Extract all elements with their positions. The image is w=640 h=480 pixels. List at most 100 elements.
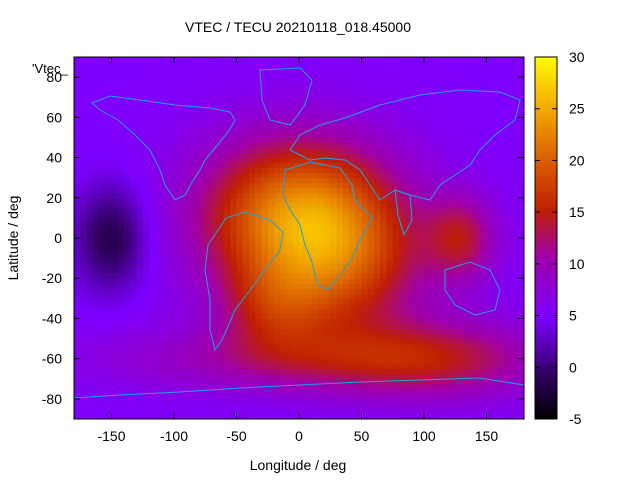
heatmap-cell: [105, 368, 113, 375]
heatmap-cell: [280, 222, 288, 229]
heatmap-cell: [342, 268, 350, 274]
heatmap-cell: [305, 222, 313, 229]
heatmap-cell: [474, 167, 481, 174]
heatmap-cell: [417, 117, 425, 123]
heatmap-cell: [280, 353, 288, 360]
heatmap-cell: [330, 313, 338, 320]
heatmap-cell: [336, 243, 344, 249]
heatmap-cell: [205, 207, 213, 214]
heatmap-cell: [80, 87, 88, 93]
heatmap-cell: [461, 137, 469, 144]
heatmap-cell: [349, 368, 356, 375]
heatmap-cell: [142, 383, 150, 390]
heatmap-cell: [336, 373, 344, 380]
heatmap-cell: [286, 288, 294, 294]
heatmap-cell: [480, 82, 488, 88]
heatmap-cell: [211, 142, 219, 149]
heatmap-cell: [461, 353, 469, 360]
heatmap-cell: [417, 358, 425, 365]
heatmap-cell: [242, 67, 250, 73]
heatmap-cell: [317, 167, 325, 174]
heatmap-cell: [224, 363, 231, 370]
heatmap-cell: [499, 107, 506, 113]
heatmap-cell: [349, 393, 356, 400]
heatmap-cell: [130, 162, 138, 169]
heatmap-cell: [474, 253, 481, 259]
heatmap-cell: [211, 328, 219, 335]
heatmap-cell: [374, 298, 381, 304]
heatmap-cell: [130, 147, 138, 154]
heatmap-cell: [386, 187, 394, 194]
heatmap-cell: [361, 142, 369, 149]
heatmap-cell: [199, 278, 206, 284]
heatmap-cell: [211, 67, 219, 73]
heatmap-cell: [111, 408, 119, 415]
heatmap-cell: [336, 127, 344, 134]
heatmap-cell: [211, 313, 219, 320]
heatmap-cell: [336, 217, 344, 224]
heatmap-cell: [149, 288, 156, 294]
heatmap-cell: [436, 117, 444, 123]
heatmap-cell: [411, 177, 419, 184]
heatmap-cell: [224, 288, 231, 294]
heatmap-cell: [105, 253, 113, 259]
heatmap-cell: [99, 227, 106, 234]
heatmap-cell: [474, 393, 481, 400]
heatmap-cell: [124, 248, 131, 254]
heatmap-cell: [461, 117, 469, 123]
heatmap-cell: [417, 303, 425, 309]
heatmap-cell: [136, 167, 144, 174]
heatmap-cell: [405, 187, 413, 194]
heatmap-cell: [324, 338, 331, 345]
heatmap-cell: [386, 117, 394, 123]
heatmap-cell: [467, 187, 475, 194]
heatmap-cell: [280, 268, 288, 274]
heatmap-cell: [124, 107, 131, 113]
heatmap-cell: [105, 142, 113, 149]
heatmap-cell: [367, 328, 375, 335]
heatmap-cell: [255, 142, 263, 149]
heatmap-cell: [467, 57, 475, 63]
heatmap-cell: [261, 202, 269, 209]
heatmap-cell: [499, 77, 506, 83]
heatmap-cell: [136, 112, 144, 118]
heatmap-cell: [305, 82, 313, 88]
heatmap-cell: [286, 313, 294, 320]
heatmap-cell: [242, 348, 250, 355]
heatmap-cell: [305, 273, 313, 279]
heatmap-cell: [361, 383, 369, 390]
heatmap-cell: [480, 172, 488, 179]
heatmap-cell: [386, 253, 394, 259]
heatmap-cell: [392, 92, 400, 98]
heatmap-cell: [455, 403, 463, 410]
heatmap-cell: [342, 122, 350, 128]
heatmap-cell: [230, 207, 238, 214]
heatmap-cell: [449, 197, 456, 204]
heatmap-cell: [192, 248, 200, 254]
heatmap-cell: [217, 378, 225, 385]
heatmap-cell: [217, 328, 225, 335]
heatmap-cell: [236, 258, 244, 264]
heatmap-cell: [292, 212, 300, 219]
heatmap-cell: [167, 348, 175, 355]
heatmap-cell: [92, 202, 100, 209]
heatmap-cell: [267, 358, 275, 365]
heatmap-cell: [192, 232, 200, 239]
heatmap-cell: [442, 373, 450, 380]
heatmap-cell: [480, 62, 488, 68]
heatmap-cell: [224, 152, 231, 159]
heatmap-cell: [467, 102, 475, 108]
heatmap-cell: [205, 328, 213, 335]
heatmap-cell: [455, 313, 463, 320]
heatmap-cell: [436, 227, 444, 234]
heatmap-cell: [399, 373, 406, 380]
heatmap-cell: [417, 283, 425, 289]
heatmap-cell: [430, 72, 438, 78]
heatmap-cell: [380, 338, 388, 345]
heatmap-cell: [130, 413, 138, 419]
heatmap-cell: [236, 222, 244, 229]
heatmap-cell: [392, 177, 400, 184]
heatmap-cell: [74, 283, 81, 289]
heatmap-cell: [149, 202, 156, 209]
heatmap-cell: [499, 152, 506, 159]
